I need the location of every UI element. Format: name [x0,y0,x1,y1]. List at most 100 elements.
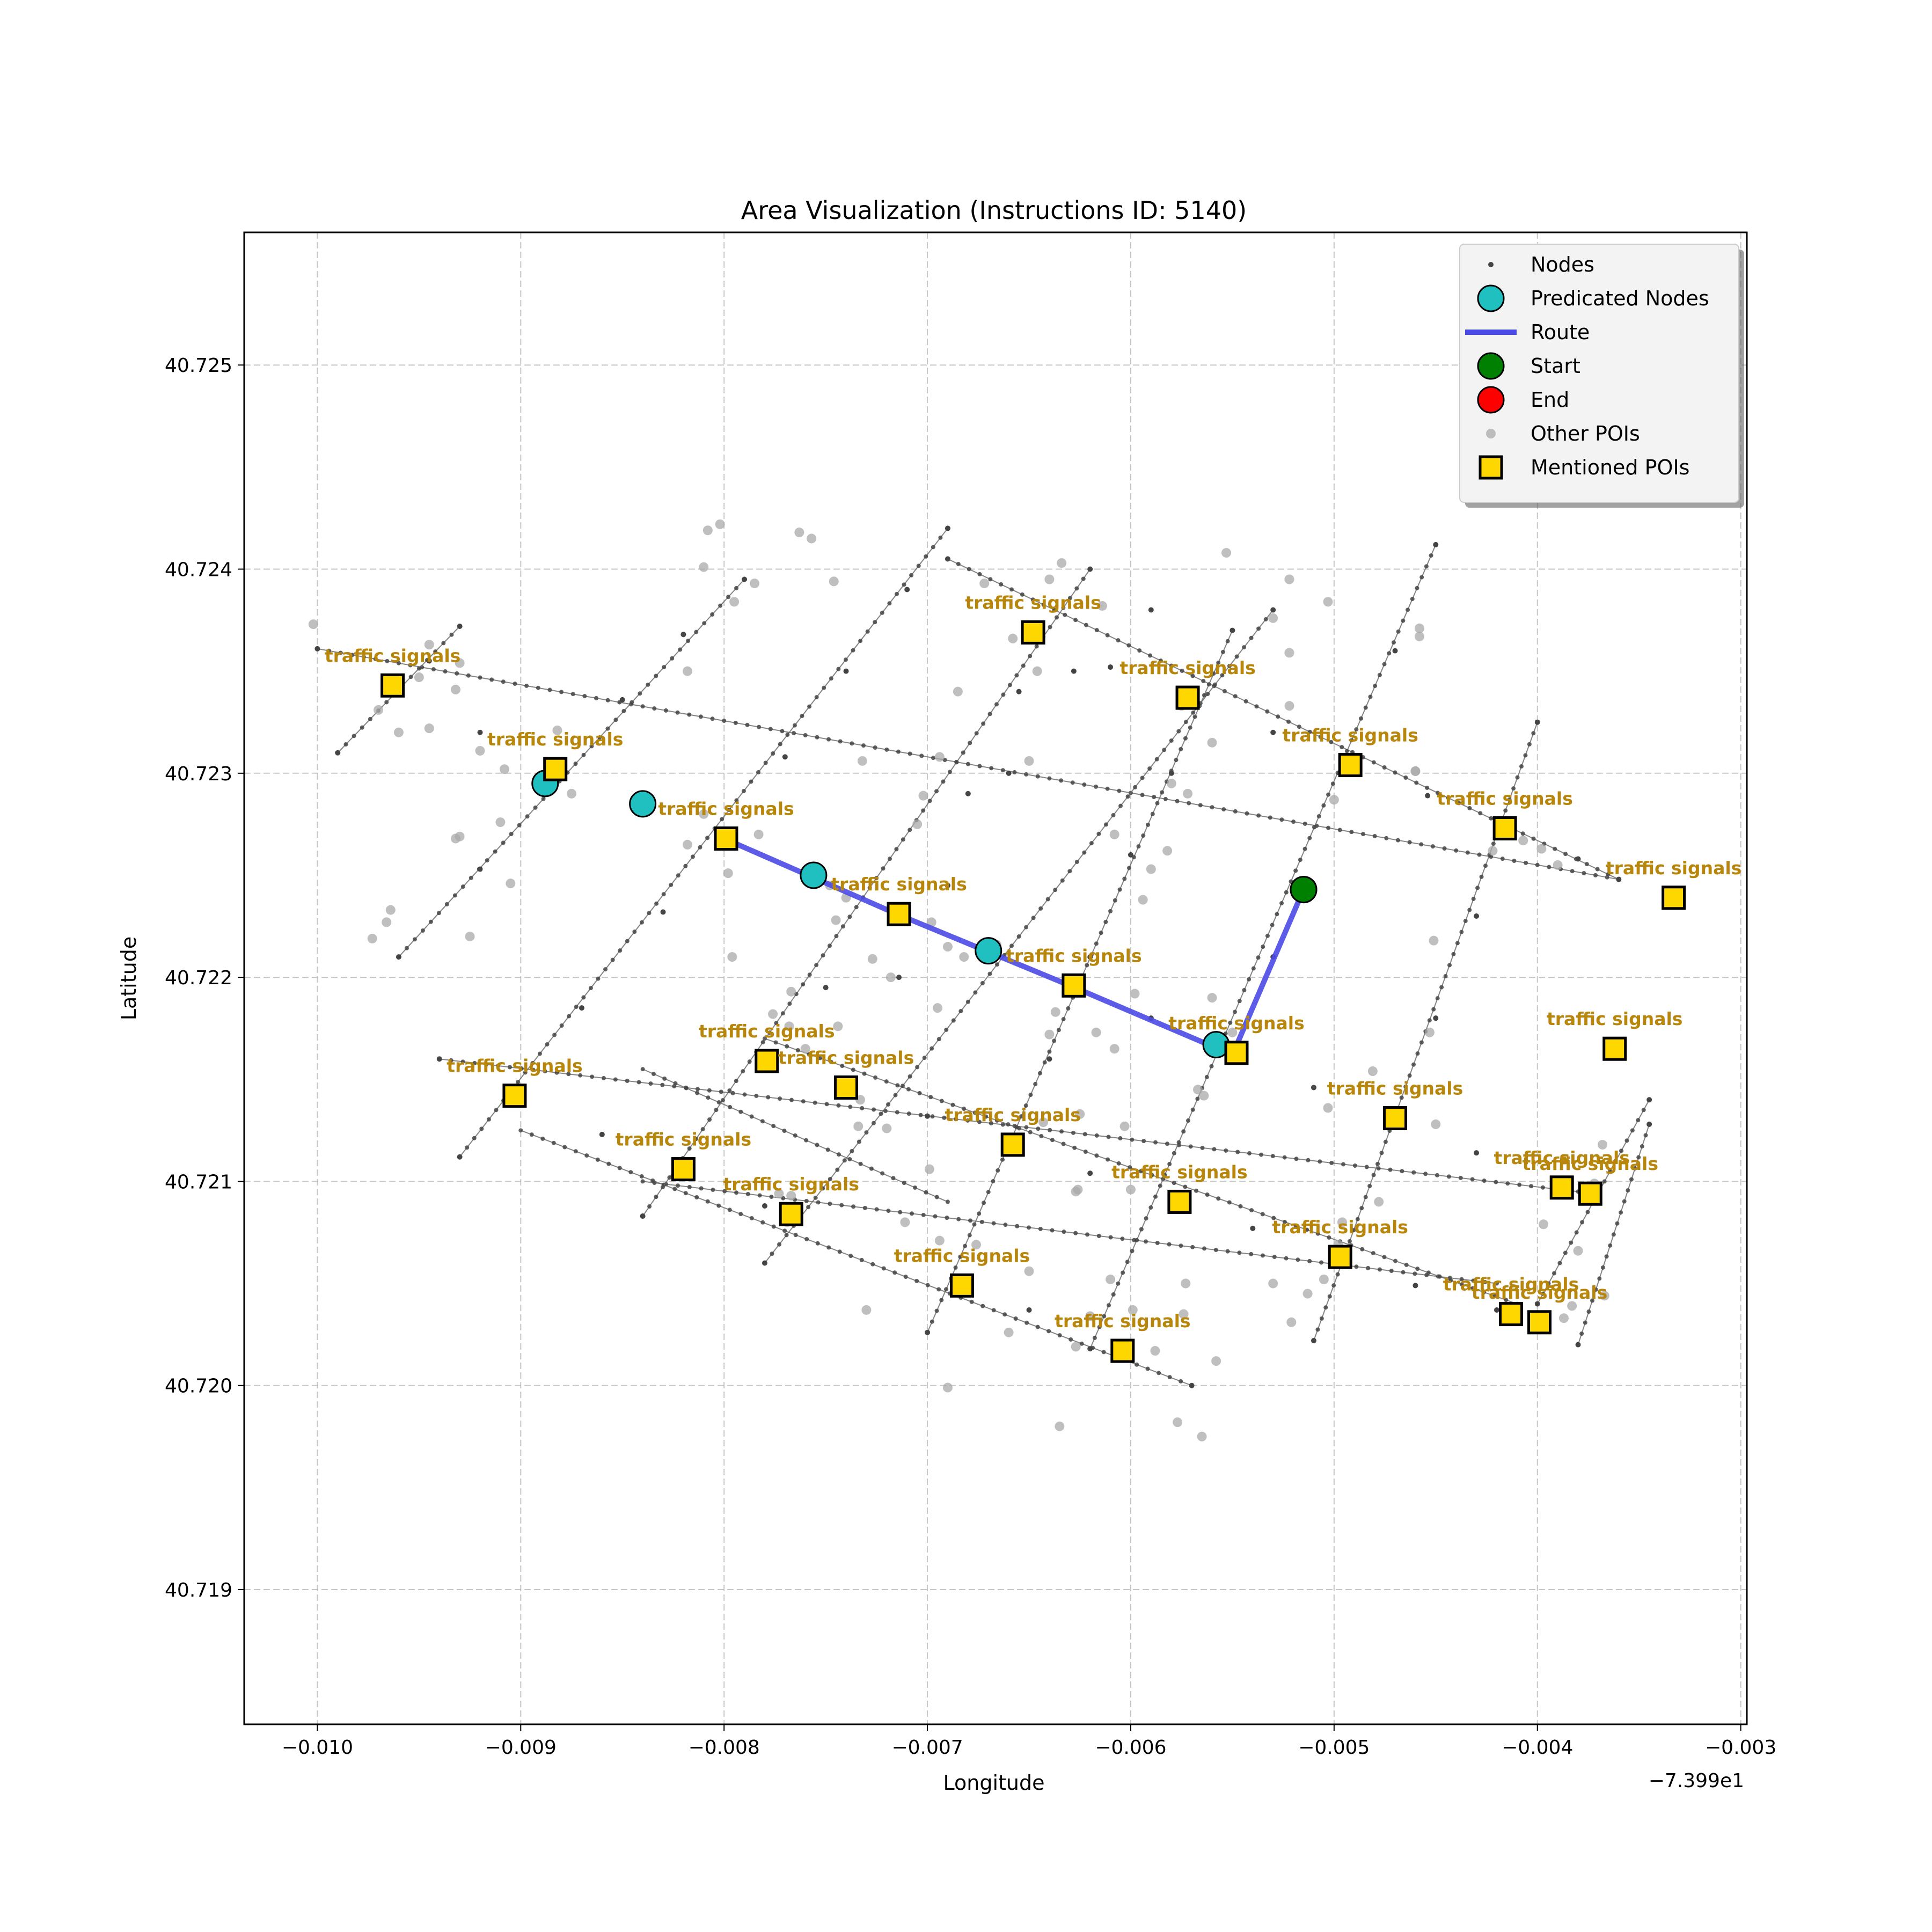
street-node [850,741,854,746]
legend-label: Nodes [1531,253,1594,276]
street-node [416,666,421,671]
street-node [485,858,489,863]
street-node [1615,1221,1620,1226]
other-poi [385,905,396,915]
street-node [1136,844,1141,849]
other-poi [1431,1119,1441,1129]
street-node [1181,1129,1186,1134]
street-node [695,1091,700,1095]
street-node [1045,897,1050,902]
other-poi [1150,1346,1160,1356]
node [1575,1342,1581,1348]
other-poi [829,576,839,587]
street-node [1102,1314,1107,1319]
street-node [741,1069,745,1074]
street-node [1494,1281,1499,1286]
street-node [1391,640,1396,645]
street-node [1344,749,1349,753]
other-poi [1130,989,1140,999]
street-node [1401,618,1406,623]
street-node [822,685,826,690]
street-node [1500,857,1505,861]
street-node [1579,1331,1584,1336]
street-node [902,1181,906,1185]
street-node [484,1062,489,1067]
street-node [785,733,790,737]
street-node [843,657,848,662]
other-poi [853,1121,863,1131]
y-tick-label: 40.722 [165,967,232,989]
x-tick-label: −0.008 [689,1737,760,1759]
street-node [1204,1075,1209,1080]
other-poi [393,727,404,737]
street-node [1326,825,1331,830]
street-node [1158,658,1163,663]
other-poi [1424,1027,1435,1037]
street-node [1030,597,1035,602]
street-node [1351,1228,1356,1233]
street-node [1013,1316,1018,1321]
street-node [683,1191,688,1196]
street-node [1233,809,1238,814]
street-node [640,1179,645,1184]
street-node [1531,836,1536,841]
street-node [756,770,761,774]
street-node [1327,1235,1331,1240]
street-node [851,1067,855,1072]
street-node [994,702,999,707]
street-node [826,737,831,742]
street-node [887,857,892,861]
street-node [961,750,965,755]
node [965,791,971,796]
street-node [707,1088,712,1093]
street-node [1143,1239,1148,1244]
street-node [1172,1181,1176,1185]
other-poi [1207,993,1217,1003]
street-node [1611,1232,1616,1237]
street-node [1359,716,1364,721]
street-node [1038,1226,1043,1231]
street-node [1202,1246,1206,1251]
street-node [547,687,552,692]
street-node [884,747,889,752]
street-node [443,669,448,674]
street-node [1251,966,1256,971]
street-node [727,1208,732,1212]
street-node [826,1245,831,1250]
other-poi [1207,737,1217,748]
other-poi [1286,1317,1297,1327]
street-node [814,695,819,700]
street-node [869,1166,874,1171]
street-node [1471,896,1476,901]
street-node [1574,1230,1579,1235]
street-node [980,980,985,985]
street-node [894,847,899,852]
other-poi [924,1164,934,1174]
node [1646,1121,1652,1127]
node [1046,1056,1052,1062]
street-node [654,901,659,906]
street-node [1016,934,1021,939]
other-poi [723,868,733,879]
node [477,866,483,872]
street-node [1085,1232,1089,1237]
street-node [1179,1243,1183,1248]
street-node [1176,1140,1181,1145]
street-node [1454,848,1459,853]
other-poi [1337,1217,1348,1227]
street-node [1268,815,1272,820]
street-node [919,753,924,758]
mentioned-poi-label: traffic signals [1547,1008,1682,1029]
street-node [991,1308,996,1313]
street-node [807,704,812,709]
street-node [956,561,961,566]
other-poi [786,1191,796,1201]
street-node [1050,1138,1055,1143]
other-poi [465,932,475,942]
street-node [917,1091,922,1095]
street-node [857,1139,861,1144]
street-node [338,650,343,655]
street-node [676,873,680,878]
street-node [1312,825,1316,830]
street-node [699,1186,704,1191]
